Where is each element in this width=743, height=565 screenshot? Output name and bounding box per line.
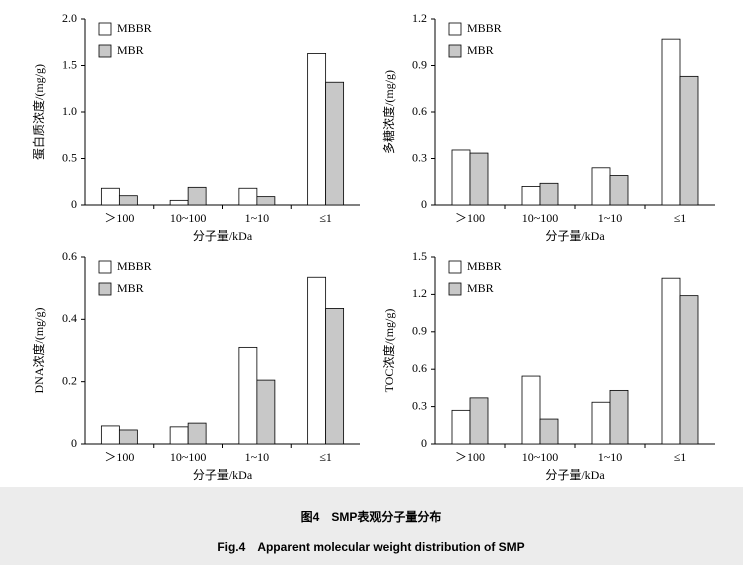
- legend-swatch: [448, 260, 462, 274]
- bar: [118, 195, 138, 206]
- bar: [118, 429, 138, 445]
- y-tick-label: 0.4: [62, 311, 77, 325]
- y-axis-label: TOC浓度/(mg/g): [381, 309, 396, 393]
- x-tick-label: 1~10: [598, 450, 623, 464]
- legend-label: MBBR: [467, 21, 502, 35]
- y-axis-label: 蛋白质浓度/(mg/g): [31, 64, 46, 160]
- bar: [469, 152, 489, 206]
- legend-label: MBR: [117, 43, 144, 57]
- bar: [591, 167, 611, 206]
- x-tick-label: 10~100: [170, 211, 207, 225]
- legend-label: MBBR: [467, 259, 502, 273]
- legend-swatch: [98, 282, 112, 296]
- bar: [521, 375, 541, 445]
- x-axis-label: 分子量/kDa: [193, 229, 253, 243]
- bar: [169, 199, 189, 206]
- bar: [100, 187, 120, 206]
- bar: [451, 149, 471, 206]
- y-tick-label: 0.3: [412, 150, 427, 164]
- bar: [256, 379, 276, 445]
- x-tick-label: 1~10: [245, 450, 270, 464]
- y-tick-label: 1.5: [62, 57, 77, 71]
- x-tick-label: 10~100: [522, 211, 559, 225]
- legend-swatch: [448, 282, 462, 296]
- legend-label: MBR: [467, 281, 494, 295]
- y-tick-label: 2.0: [62, 11, 77, 25]
- bar: [539, 418, 559, 445]
- y-tick-label: 0: [421, 197, 427, 211]
- y-tick-label: 0.5: [62, 150, 77, 164]
- y-tick-label: 0.2: [62, 373, 77, 387]
- y-tick-label: 0.3: [412, 398, 427, 412]
- legend-swatch: [448, 22, 462, 36]
- bar: [679, 75, 699, 206]
- y-tick-label: 0.6: [62, 249, 77, 263]
- bar: [661, 38, 681, 206]
- y-tick-label: 1.2: [412, 11, 427, 25]
- y-axis-label: 多糖浓度/(mg/g): [381, 70, 396, 154]
- caption-en: Fig.4 Apparent molecular weight distribu…: [217, 540, 524, 554]
- bar: [187, 186, 207, 206]
- caption-zh: 图4 SMP表观分子量分布: [301, 509, 442, 524]
- y-tick-label: 0.6: [412, 361, 427, 375]
- x-tick-label: ＞100: [455, 211, 485, 225]
- legend-label: MBBR: [117, 21, 152, 35]
- x-tick-label: ≤1: [674, 211, 687, 225]
- y-tick-label: 0.6: [412, 104, 427, 118]
- bar: [238, 346, 258, 445]
- legend-swatch: [98, 44, 112, 58]
- bar: [591, 401, 611, 445]
- y-tick-label: 0: [71, 197, 77, 211]
- legend-label: MBR: [117, 281, 144, 295]
- x-tick-label: 10~100: [522, 450, 559, 464]
- bar: [661, 277, 681, 445]
- x-axis-label: 分子量/kDa: [545, 468, 605, 482]
- x-tick-label: 1~10: [598, 211, 623, 225]
- x-tick-label: ＞100: [104, 211, 134, 225]
- y-tick-label: 1.2: [412, 286, 427, 300]
- x-tick-label: 1~10: [245, 211, 270, 225]
- y-tick-label: 0: [71, 436, 77, 450]
- bar: [679, 295, 699, 445]
- y-tick-label: 1.0: [62, 104, 77, 118]
- bar: [169, 426, 189, 445]
- legend-swatch: [448, 44, 462, 58]
- x-tick-label: ≤1: [319, 450, 332, 464]
- y-axis-label: DNA浓度/(mg/g): [31, 308, 46, 394]
- x-tick-label: ＞100: [104, 450, 134, 464]
- bar: [325, 308, 345, 445]
- legend-label: MBR: [467, 43, 494, 57]
- x-tick-label: ≤1: [674, 450, 687, 464]
- bar: [238, 187, 258, 206]
- caption-band: [0, 487, 743, 565]
- y-tick-label: 1.5: [412, 249, 427, 263]
- legend-swatch: [98, 260, 112, 274]
- bar: [521, 185, 541, 206]
- bar: [451, 409, 471, 445]
- bar: [307, 276, 327, 445]
- legend-label: MBBR: [117, 259, 152, 273]
- bar: [325, 81, 345, 206]
- x-tick-label: 10~100: [170, 450, 207, 464]
- bar: [469, 397, 489, 445]
- bar: [307, 53, 327, 206]
- bar: [256, 196, 276, 206]
- bar: [100, 425, 120, 445]
- x-axis-label: 分子量/kDa: [193, 468, 253, 482]
- x-axis-label: 分子量/kDa: [545, 229, 605, 243]
- y-tick-label: 0.9: [412, 57, 427, 71]
- bar: [609, 389, 629, 445]
- y-tick-label: 0: [421, 436, 427, 450]
- x-tick-label: ＞100: [455, 450, 485, 464]
- bar: [539, 182, 559, 206]
- y-tick-label: 0.9: [412, 324, 427, 338]
- bar: [609, 175, 629, 206]
- bar: [187, 422, 207, 445]
- legend-swatch: [98, 22, 112, 36]
- x-tick-label: ≤1: [319, 211, 332, 225]
